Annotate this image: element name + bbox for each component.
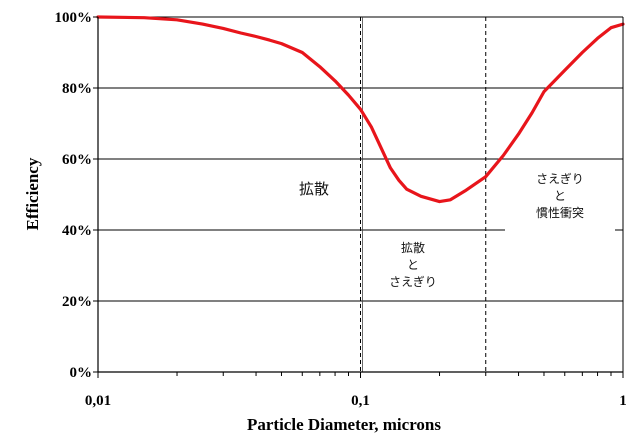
series-layer	[96, 15, 625, 204]
region-label-bg-1	[378, 234, 448, 296]
y-tick-label-1: 20%	[62, 294, 92, 310]
region-label-bg-2	[505, 165, 615, 233]
region-label-1-line-0: 拡散	[401, 240, 425, 255]
x-tick-label-0: 0,01	[85, 393, 111, 409]
region-label-1-line-1: と	[407, 258, 419, 272]
region-label-2-line-1: と	[554, 189, 566, 203]
region-label-2-line-0: さえぎり	[536, 172, 584, 186]
region-label-1-line-2: さえぎり	[389, 275, 437, 289]
region-label-2-line-2: 慣性衝突	[536, 205, 584, 220]
x-tick-label-2: 1	[619, 393, 627, 409]
y-tick-labels: 0% 20% 40% 60% 80% 100%	[55, 10, 93, 381]
x-tick-label-1: 0,1	[351, 393, 370, 409]
x-tick-labels: 0,01 0,1 1	[85, 393, 627, 409]
y-tick-label-0: 0%	[70, 365, 93, 381]
y-tick-label-3: 60%	[62, 152, 92, 168]
region-label-0-line-0: 拡散	[299, 180, 329, 198]
y-axis-label: Efficiency	[23, 157, 42, 230]
axes	[93, 16, 624, 378]
y-tick-label-5: 100%	[55, 10, 93, 26]
y-tick-label-4: 80%	[62, 81, 92, 97]
region-boundaries	[360, 17, 487, 372]
y-tick-label-2: 40%	[62, 223, 92, 239]
x-axis-label: Particle Diameter, microns	[247, 415, 441, 434]
